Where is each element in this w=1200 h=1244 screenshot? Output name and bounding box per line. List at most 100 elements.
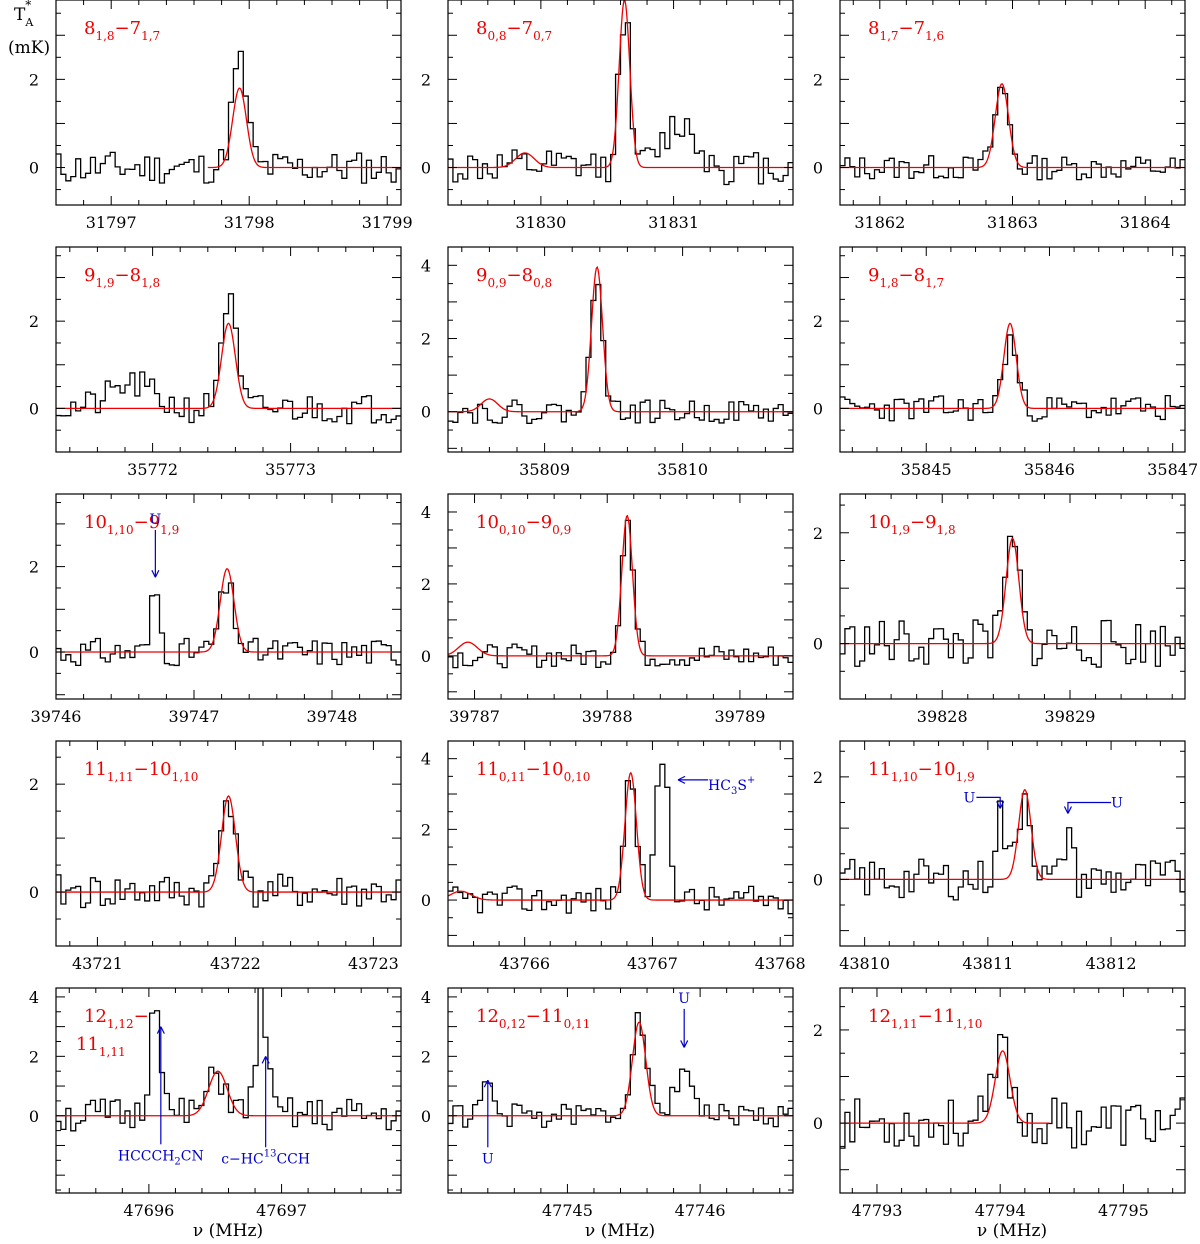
model-fit-p41 — [448, 1021, 793, 1117]
model-fit-p32 — [840, 788, 1185, 881]
y-tick-label-p42: 2 — [813, 1021, 823, 1040]
ylabel-T: T — [14, 5, 26, 25]
spectrum-panel-p12: 35845 35846 35847 0 2 91,8−81,7 — [813, 246, 1198, 479]
x-tick-label-p20: 39747 — [169, 707, 220, 726]
spectrum-panel-p41: 47745 47746 0 2 4 120,12−110,11 U U — [421, 987, 794, 1220]
x-tick-label-p00: 31798 — [224, 213, 275, 232]
y-tick-label-p42: 0 — [813, 1114, 823, 1133]
transition-label-p30: 111,11−101,10 — [84, 759, 198, 784]
ylabel-units: (mK) — [8, 38, 50, 58]
observed-spectrum-p01 — [448, 22, 793, 186]
observed-spectrum-p10 — [56, 293, 401, 425]
xlabel-col2: ν (MHz) — [585, 1221, 655, 1241]
model-fit-p22 — [840, 537, 1185, 645]
y-axis-title: TA * (mK) — [8, 0, 50, 58]
plot-frame-p31 — [447, 740, 794, 947]
spectrum-panel-p42: 47793 47794 47795 0 2 121,11−111,10 — [813, 987, 1186, 1220]
x-tick-label-p20: 39746 — [31, 707, 82, 726]
observed-spectrum-p12 — [840, 334, 1185, 422]
x-tick-label-p20: 39748 — [307, 707, 358, 726]
model-fit-p00 — [207, 87, 401, 169]
transition-label-p41: 120,12−110,11 — [476, 1006, 590, 1031]
y-tick-label-p41: 2 — [421, 1047, 431, 1066]
y-tick-label-p30: 0 — [29, 883, 39, 902]
spectrum-panel-p32: 43810 43811 43812 0 2 111,10−101,9 U U — [813, 740, 1186, 973]
x-tick-label-p41: 47746 — [675, 1201, 726, 1220]
spectrum-panel-p11: 35809 35810 0 2 4 90,9−80,8 — [421, 246, 794, 479]
observed-spectrum-p22 — [840, 535, 1185, 668]
plot-frame-p10 — [55, 246, 402, 453]
xlabel-col1: ν (MHz) — [193, 1221, 263, 1241]
observed-spectrum-p32 — [840, 793, 1185, 901]
xlabel-col3: ν (MHz) — [977, 1221, 1047, 1241]
y-tick-label-p31: 0 — [421, 891, 431, 910]
spectrum-panel-p02: 31862 31863 31864 0 2 81,7−71,6 — [813, 0, 1186, 232]
spectrum-panel-p21: 39787 39788 39789 0 2 4 100,10−90,9 — [421, 493, 794, 726]
y-tick-label-p11: 0 — [421, 403, 431, 422]
observed-spectrum-p30 — [56, 800, 401, 909]
x-tick-label-p02: 31864 — [1120, 213, 1171, 232]
x-tick-label-p32: 43812 — [1086, 954, 1137, 973]
x-tick-label-p21: 39788 — [582, 707, 633, 726]
observed-spectrum-p02 — [840, 86, 1185, 181]
spectrum-panel-p40: 47696 47697 0 2 4 121,12− 111,11 HCCCH2CN c−HC13… — [29, 987, 402, 1220]
y-tick-label-p00: 0 — [29, 159, 39, 178]
x-tick-label-p00: 31797 — [86, 213, 137, 232]
y-tick-label-p01: 2 — [421, 70, 431, 89]
plot-frame-p20 — [55, 493, 402, 700]
x-tick-label-p22: 39828 — [917, 707, 968, 726]
x-tick-label-p02: 31862 — [854, 213, 905, 232]
model-fit-p42 — [840, 1050, 1050, 1124]
y-tick-label-p10: 2 — [29, 312, 39, 331]
x-tick-label-p02: 31863 — [987, 213, 1038, 232]
model-fit-p11 — [448, 265, 793, 413]
transition-label-p42: 121,11−111,10 — [868, 1006, 982, 1031]
y-tick-label-p22: 0 — [813, 635, 823, 654]
transition-label-p22: 101,9−91,8 — [868, 512, 956, 537]
x-tick-label-p31: 43766 — [499, 954, 550, 973]
transition-label-p20: 101,10−91,9 — [84, 512, 179, 537]
plot-frame-p00 — [55, 0, 402, 206]
x-tick-label-p12: 35846 — [1024, 460, 1075, 479]
svg-text:HCCCH2CN: HCCCH2CN — [118, 1148, 204, 1167]
transition-label-p02: 81,7−71,6 — [868, 18, 944, 43]
y-tick-label-p22: 2 — [813, 524, 823, 543]
y-tick-label-p40: 0 — [29, 1107, 39, 1126]
y-tick-label-p30: 2 — [29, 775, 39, 794]
plot-frame-p22 — [839, 493, 1186, 700]
transition-label-p01: 80,8−70,7 — [476, 18, 552, 43]
y-tick-label-p32: 2 — [813, 768, 823, 787]
spectrum-panel-p20: 39746 39747 39748 0 2 101,10−91,9U — [29, 493, 402, 726]
x-tick-label-p31: 43768 — [755, 954, 806, 973]
y-tick-label-p31: 2 — [421, 820, 431, 839]
x-tick-label-p42: 47795 — [1098, 1201, 1149, 1220]
y-tick-label-p21: 2 — [421, 575, 431, 594]
x-tick-label-p42: 47794 — [975, 1201, 1026, 1220]
transition-label-p32: 111,10−101,9 — [868, 759, 975, 784]
transition-label-p21: 100,10−90,9 — [476, 512, 571, 537]
y-tick-label-p01: 0 — [421, 159, 431, 178]
y-tick-label-p40: 4 — [29, 988, 39, 1007]
x-tick-label-p30: 43723 — [348, 954, 399, 973]
y-tick-label-p02: 0 — [813, 159, 823, 178]
y-tick-label-p21: 0 — [421, 647, 431, 666]
x-tick-label-p00: 31799 — [362, 213, 413, 232]
svg-text:U: U — [678, 991, 690, 1007]
spectrum-panel-p00: 31797 31798 31799 0 2 81,8−71,7 — [29, 0, 413, 232]
annotation-p41: U — [678, 991, 690, 1048]
annotation-p31: HC3S+ — [677, 775, 755, 797]
spectrum-panel-p01: 31830 31831 0 2 80,8−70,7 — [421, 0, 794, 232]
x-tick-label-p32: 43811 — [962, 954, 1013, 973]
observed-spectrum-p40 — [56, 988, 401, 1132]
annotation-p41: U — [482, 1079, 494, 1167]
transition-label-line2-p40: 111,11 — [76, 1034, 126, 1059]
annotation-p32: U — [1063, 796, 1123, 814]
x-tick-label-p10: 35772 — [127, 460, 178, 479]
x-tick-label-p12: 35847 — [1147, 460, 1198, 479]
model-fit-p21 — [448, 514, 793, 657]
annotation-p32: U — [963, 790, 1005, 809]
ylabel-sub-A: A — [24, 16, 34, 29]
annotation-p40: HCCCH2CN — [118, 1026, 204, 1167]
y-tick-label-p21: 4 — [421, 503, 431, 522]
